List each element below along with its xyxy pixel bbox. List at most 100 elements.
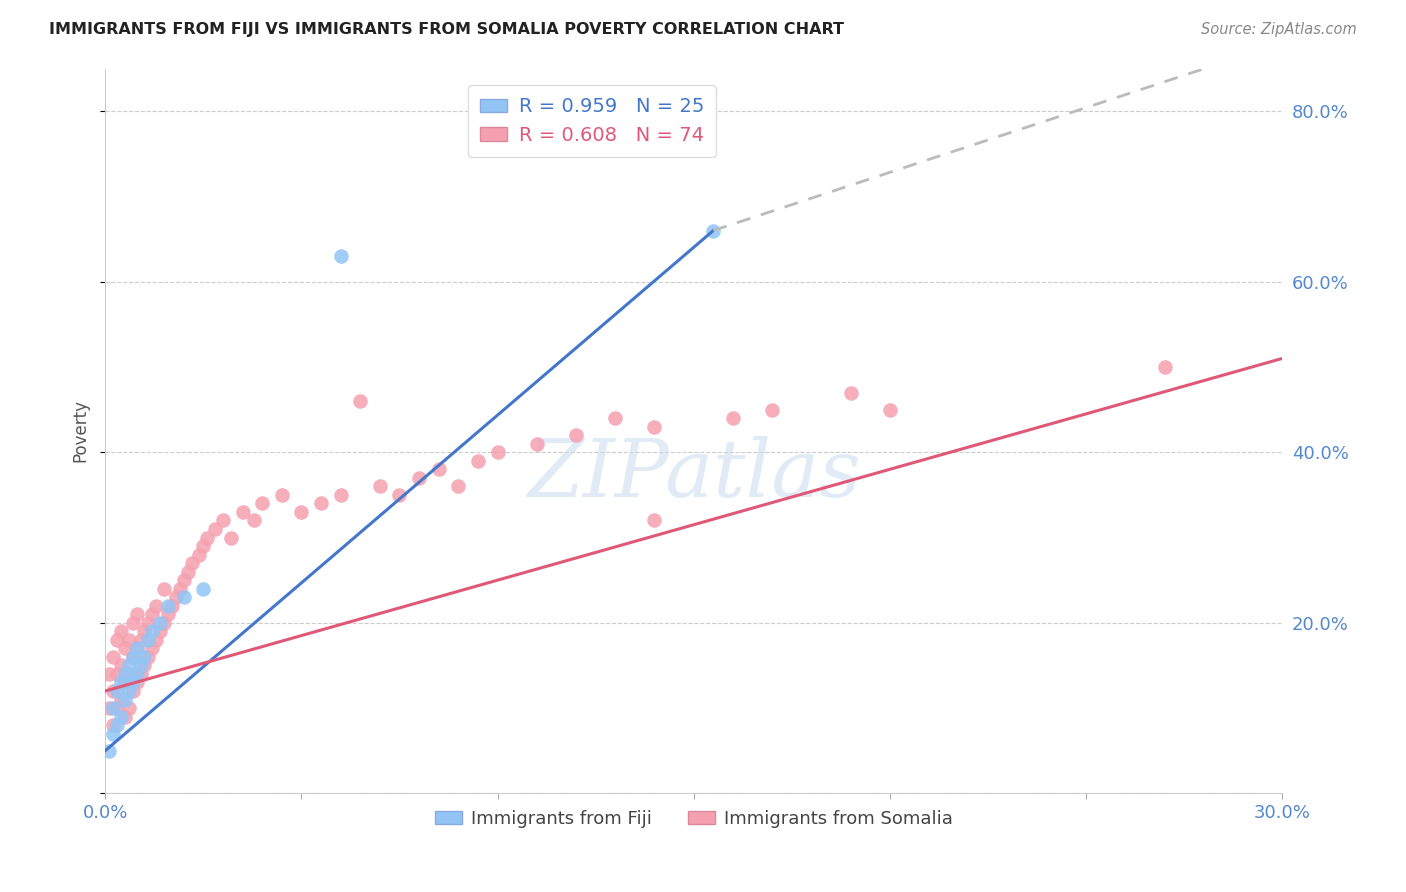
Text: ZIPatlas: ZIPatlas <box>527 435 860 513</box>
Point <box>180 556 202 570</box>
Point <box>138 649 160 664</box>
Point <box>110 692 132 706</box>
Point <box>121 649 143 664</box>
Point <box>125 641 148 656</box>
Point <box>101 684 124 698</box>
Point <box>149 615 172 630</box>
Point <box>149 624 172 639</box>
Point <box>879 402 901 417</box>
Point <box>173 573 195 587</box>
Point <box>156 607 179 622</box>
Point <box>141 624 163 639</box>
Point <box>250 496 273 510</box>
Point <box>388 488 411 502</box>
Point <box>1153 359 1175 374</box>
Point <box>447 479 470 493</box>
Point <box>243 513 266 527</box>
Point <box>188 548 211 562</box>
Point <box>121 684 143 698</box>
Point <box>605 411 627 425</box>
Point <box>110 658 132 673</box>
Point <box>105 632 128 647</box>
Point <box>329 488 352 502</box>
Point <box>118 658 141 673</box>
Point <box>153 615 176 630</box>
Text: Source: ZipAtlas.com: Source: ZipAtlas.com <box>1201 22 1357 37</box>
Point <box>118 701 141 715</box>
Point <box>98 701 121 715</box>
Point <box>195 531 218 545</box>
Point <box>105 718 128 732</box>
Point <box>138 632 160 647</box>
Point <box>160 599 183 613</box>
Point <box>169 582 191 596</box>
Point <box>134 658 156 673</box>
Point <box>118 684 141 698</box>
Point <box>98 667 121 681</box>
Point <box>839 385 862 400</box>
Point <box>290 505 312 519</box>
Point <box>114 675 136 690</box>
Point <box>129 667 152 681</box>
Point <box>329 249 352 263</box>
Point <box>721 411 744 425</box>
Point <box>105 667 128 681</box>
Point <box>141 641 163 656</box>
Point <box>101 718 124 732</box>
Point <box>118 667 141 681</box>
Point <box>125 641 148 656</box>
Point <box>129 632 152 647</box>
Point <box>114 667 136 681</box>
Point <box>193 539 215 553</box>
Point <box>643 419 665 434</box>
Point <box>105 701 128 715</box>
Point <box>125 667 148 681</box>
Point <box>153 582 176 596</box>
Point <box>193 582 215 596</box>
Point <box>145 599 167 613</box>
Point <box>309 496 332 510</box>
Point <box>114 692 136 706</box>
Point <box>368 479 391 493</box>
Point <box>231 505 253 519</box>
Point <box>526 436 548 450</box>
Point <box>204 522 226 536</box>
Point <box>134 624 156 639</box>
Y-axis label: Poverty: Poverty <box>72 400 89 462</box>
Point <box>121 615 143 630</box>
Point <box>643 513 665 527</box>
Point <box>219 531 242 545</box>
Point <box>134 649 156 664</box>
Point <box>761 402 783 417</box>
Point <box>176 565 198 579</box>
Point <box>408 471 430 485</box>
Point <box>110 709 132 723</box>
Point <box>156 599 179 613</box>
Point <box>114 709 136 723</box>
Text: IMMIGRANTS FROM FIJI VS IMMIGRANTS FROM SOMALIA POVERTY CORRELATION CHART: IMMIGRANTS FROM FIJI VS IMMIGRANTS FROM … <box>49 22 844 37</box>
Point <box>114 641 136 656</box>
Point <box>121 675 143 690</box>
Point <box>101 649 124 664</box>
Point <box>486 445 509 459</box>
Point <box>98 744 121 758</box>
Point <box>165 591 187 605</box>
Point <box>349 394 371 409</box>
Point <box>427 462 450 476</box>
Point <box>125 607 148 622</box>
Point <box>121 649 143 664</box>
Point <box>702 223 724 237</box>
Point <box>101 726 124 740</box>
Point <box>565 428 588 442</box>
Point <box>110 624 132 639</box>
Point <box>101 701 124 715</box>
Point <box>173 591 195 605</box>
Point <box>145 632 167 647</box>
Point <box>212 513 235 527</box>
Point <box>118 632 141 647</box>
Legend: Immigrants from Fiji, Immigrants from Somalia: Immigrants from Fiji, Immigrants from So… <box>427 803 960 835</box>
Point <box>270 488 292 502</box>
Point <box>138 615 160 630</box>
Point <box>129 658 152 673</box>
Point <box>125 675 148 690</box>
